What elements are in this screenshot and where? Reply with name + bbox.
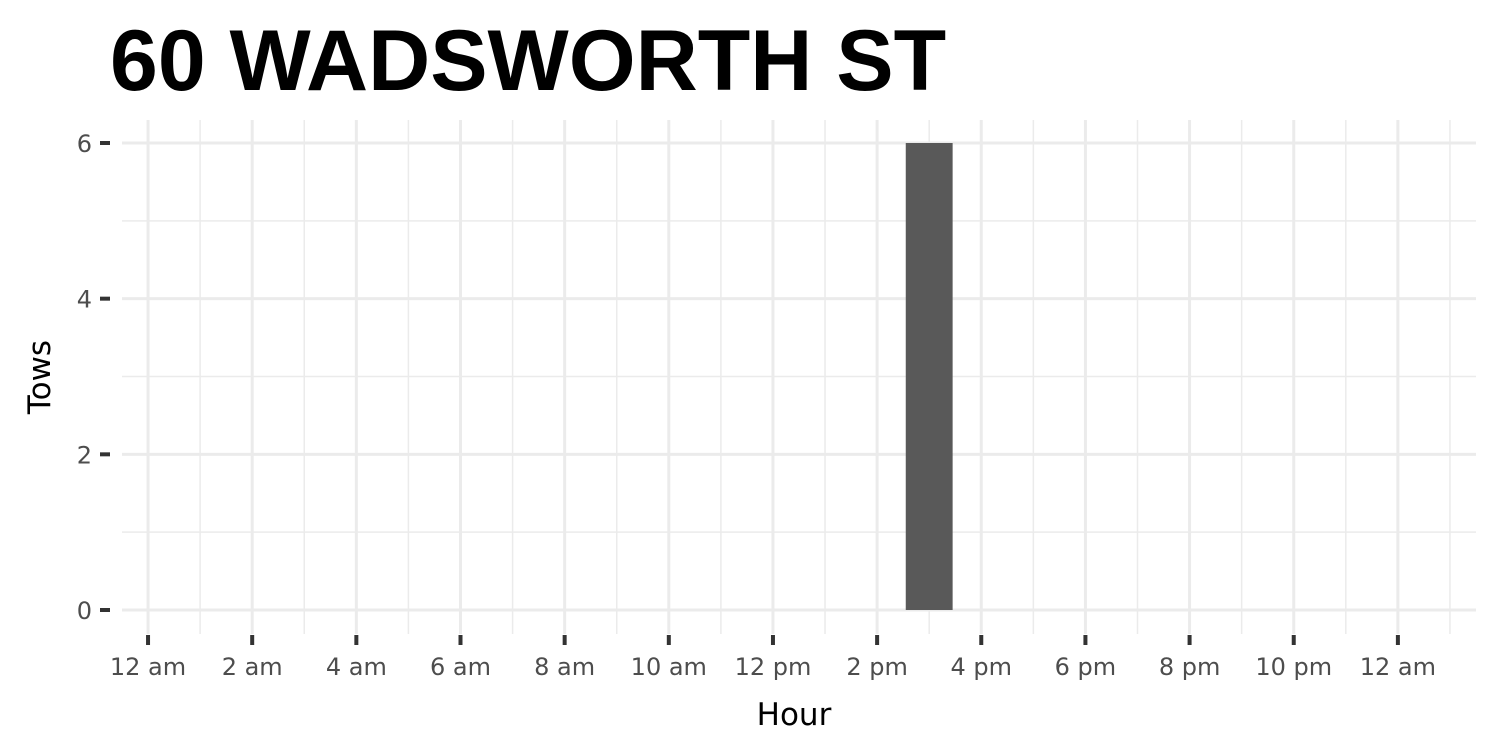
x-tick-label: 8 pm [1159, 653, 1221, 681]
grid [122, 120, 1476, 634]
x-axis: 12 am 2 am 4 am 6 am 8 am 10 am 12 pm 2 pm 4 pm 6… [110, 635, 1436, 681]
chart-title: 60 WADSWORTH ST [110, 13, 946, 109]
x-tick-label: 4 am [326, 653, 387, 681]
bar-hour-15 [905, 143, 953, 610]
x-tick-label: 12 am [1360, 653, 1436, 681]
y-tick-label: 0 [77, 597, 92, 625]
x-tick-label: 12 pm [735, 653, 812, 681]
x-axis-label: Hour [757, 697, 832, 733]
x-tick-label: 10 pm [1255, 653, 1332, 681]
x-tick-label: 2 am [222, 653, 283, 681]
y-axis: 0 2 4 6 [77, 130, 110, 625]
x-tick-label: 6 am [430, 653, 491, 681]
x-tick-label: 2 pm [846, 653, 908, 681]
y-axis-label: Tows [22, 340, 58, 415]
x-tick-label: 10 am [631, 653, 707, 681]
y-tick-label: 2 [77, 441, 92, 469]
x-tick-label: 8 am [534, 653, 595, 681]
bars [905, 143, 953, 610]
x-tick-label: 6 pm [1055, 653, 1117, 681]
x-tick-label: 12 am [110, 653, 186, 681]
x-tick-label: 4 pm [951, 653, 1013, 681]
y-tick-label: 4 [77, 286, 92, 314]
y-tick-label: 6 [77, 130, 92, 158]
